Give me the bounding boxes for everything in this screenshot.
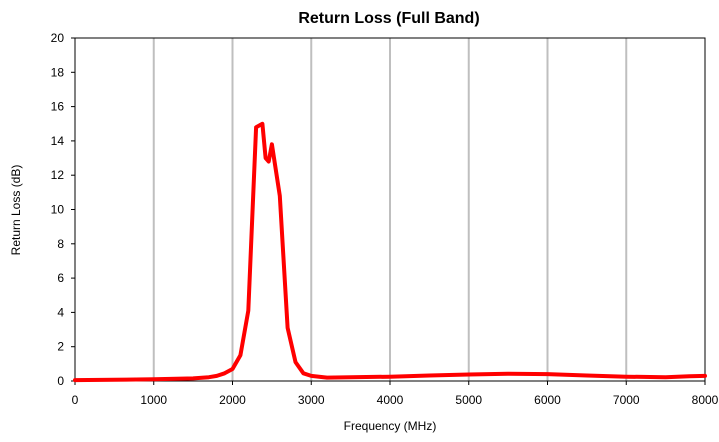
x-tick-label: 2000 <box>219 393 246 407</box>
tick-layer: 0 1000 2000 3000 4000 5000 6000 7000 8000 0 2 4 6 8 10… <box>51 31 719 407</box>
y-tick-label: 6 <box>57 271 64 285</box>
x-axis-label: Frequency (MHz) <box>344 419 437 433</box>
y-tick-label: 20 <box>51 31 65 45</box>
chart-title: Return Loss (Full Band) <box>298 10 479 27</box>
y-tick-label: 10 <box>51 203 65 217</box>
y-tick-label: 12 <box>51 168 65 182</box>
x-tick-label: 3000 <box>298 393 325 407</box>
x-tick-label: 1000 <box>140 393 167 407</box>
x-tick-label: 5000 <box>455 393 482 407</box>
y-tick-label: 2 <box>57 340 64 354</box>
series-layer <box>73 121 707 383</box>
y-axis-label: Return Loss (dB) <box>9 165 23 256</box>
x-tick-label: 4000 <box>377 393 404 407</box>
y-tick-label: 16 <box>51 100 65 114</box>
x-tick-label: 6000 <box>534 393 561 407</box>
return-loss-line <box>73 121 707 383</box>
y-tick-label: 4 <box>57 305 64 319</box>
x-tick-label: 8000 <box>692 393 719 407</box>
y-tick-label: 14 <box>51 134 65 148</box>
x-tick-label: 7000 <box>613 393 640 407</box>
x-tick-label: 0 <box>72 393 79 407</box>
y-tick-label: 18 <box>51 65 65 79</box>
y-tick-label: 0 <box>57 374 64 388</box>
grid-layer <box>152 38 628 381</box>
y-tick-label: 8 <box>57 237 64 251</box>
